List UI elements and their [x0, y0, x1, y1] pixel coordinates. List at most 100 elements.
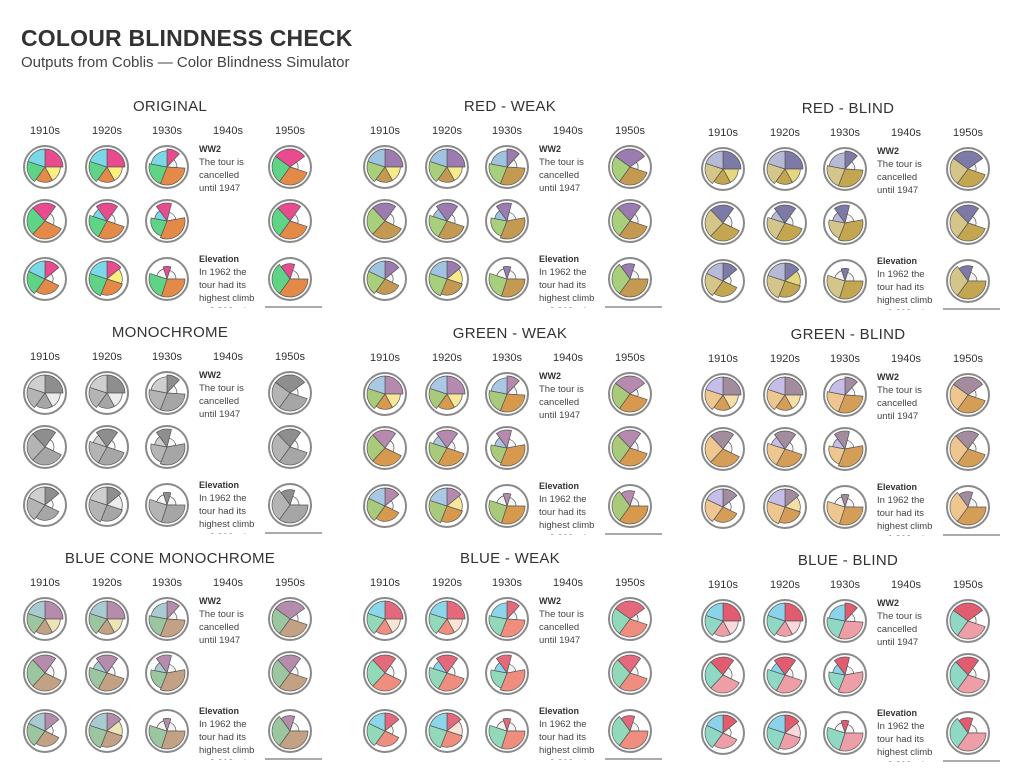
- pie-chart: [363, 372, 407, 416]
- pie-slice: [89, 260, 108, 280]
- panel-red-blind: RED - BLIND 1910s 1920s 1930s 1940s 1950s WW2…: [698, 100, 1008, 310]
- pie-slice: [428, 666, 448, 690]
- panel-blue-blind: BLUE - BLIND 1910s 1920s 1930s 1940s 1950s WW…: [698, 552, 1008, 762]
- pie-slice: [274, 374, 306, 394]
- decade-label: 1950s: [275, 577, 305, 589]
- decade-label: 1910s: [370, 577, 400, 589]
- pie-slice: [162, 266, 172, 281]
- panel-title: BLUE - WEAK: [460, 550, 560, 567]
- pie-slice: [95, 428, 119, 448]
- pie-slice: [490, 217, 508, 237]
- pie-slice: [155, 428, 172, 448]
- pie-slice: [148, 163, 168, 185]
- pie-chart: [608, 426, 652, 470]
- pie-slice: [278, 618, 308, 638]
- pie-slice: [92, 434, 108, 448]
- pie-slice: [271, 263, 291, 295]
- pie-slice: [949, 609, 969, 637]
- pie-chart: [363, 709, 407, 753]
- pie-slice: [611, 155, 631, 183]
- pie-slice: [95, 202, 119, 222]
- pie-slice: [704, 209, 724, 237]
- pie-slice: [949, 209, 969, 239]
- panel-title: ORIGINAL: [132, 98, 208, 115]
- decade-label: 1940s: [213, 351, 243, 363]
- pie-slice: [705, 602, 724, 622]
- decade-label: 1910s: [708, 127, 738, 139]
- pie-chart: [363, 651, 407, 695]
- elevation-note-title: Elevation: [539, 481, 579, 491]
- pie-slice: [618, 166, 648, 186]
- elevation-note-text: tour had its: [539, 732, 586, 743]
- pie-slice: [506, 375, 520, 395]
- pie-chart: [268, 651, 312, 695]
- pie-slice: [490, 377, 508, 395]
- pie-slice: [429, 260, 448, 280]
- ww2-note-text: until 1947: [199, 183, 240, 194]
- pie-slice: [704, 661, 724, 689]
- pie-slice: [952, 602, 984, 622]
- pie-slice: [949, 157, 969, 185]
- decade-label: 1930s: [152, 351, 182, 363]
- ww2-note-text: cancelled: [199, 170, 239, 181]
- pie-slice: [844, 602, 858, 622]
- pie-slice: [828, 445, 846, 465]
- decade-label: 1920s: [92, 351, 122, 363]
- decade-label: 1950s: [953, 353, 983, 365]
- pie-slice: [95, 654, 119, 674]
- pie-slice: [713, 732, 738, 749]
- pie-slice: [767, 488, 786, 508]
- pie-chart: [363, 145, 407, 189]
- decade-label: 1950s: [615, 125, 645, 137]
- decade-label: 1930s: [492, 125, 522, 137]
- decade-label: 1910s: [708, 579, 738, 591]
- ww2-note-text: The tour is: [539, 384, 584, 395]
- panel-monochrome: MONOCHROME 1910s 1920s 1930s 1940s 1950s WW2 T…: [20, 324, 330, 534]
- pie-chart: [145, 483, 189, 527]
- pie-slice: [154, 662, 168, 674]
- pie-chart: [268, 709, 312, 753]
- decade-label: 1940s: [553, 577, 583, 589]
- pie-chart: [485, 426, 529, 470]
- pie-slice: [956, 448, 986, 468]
- pie-slice: [156, 494, 168, 506]
- panel-green-blind: GREEN - BLIND 1910s 1920s 1930s 1940s 1950s W…: [698, 326, 1008, 536]
- pie-slice: [713, 280, 738, 297]
- pie-chart: [946, 653, 990, 697]
- pie-slice: [618, 730, 649, 750]
- pie-slice: [614, 148, 646, 168]
- pie-slice: [368, 712, 386, 732]
- pie-slice: [834, 496, 846, 508]
- pie-slice: [826, 165, 846, 187]
- pie-slice: [27, 600, 46, 620]
- pie-chart: [763, 147, 807, 191]
- pie-slice: [375, 730, 400, 747]
- decade-label: 1930s: [830, 127, 860, 139]
- panel-chart: 1910s 1920s 1930s 1940s 1950s WW2 The tour is c…: [23, 125, 322, 308]
- decade-label: 1920s: [432, 352, 462, 364]
- pie-chart: [23, 651, 67, 695]
- pie-slice: [618, 672, 648, 692]
- pie-slice: [432, 660, 448, 674]
- pie-slice: [278, 504, 309, 524]
- pie-slice: [949, 661, 969, 691]
- pie-chart: [23, 257, 67, 301]
- elevation-note-text: In 1962 the: [199, 267, 247, 278]
- ww2-note-text: The tour is: [539, 609, 584, 620]
- elevation-note-text: highest climb: [539, 520, 594, 531]
- pie-slice: [159, 618, 186, 638]
- pie-slice: [89, 600, 108, 620]
- pie-slice: [27, 148, 46, 168]
- ww2-note-text: cancelled: [539, 397, 579, 408]
- pie-chart: [23, 145, 67, 189]
- panel-chart: 1910s 1920s 1930s 1940s 1950s WW2 The tour is c…: [701, 579, 1000, 762]
- pie-slice: [949, 383, 969, 411]
- pie-slice: [367, 375, 386, 395]
- pie-chart: [608, 372, 652, 416]
- pie-slice: [826, 726, 846, 751]
- pie-chart: [268, 483, 312, 527]
- elevation-note-title: Elevation: [199, 254, 239, 264]
- pie-chart: [823, 373, 867, 417]
- pie-slice: [490, 669, 508, 689]
- pie-chart: [485, 199, 529, 243]
